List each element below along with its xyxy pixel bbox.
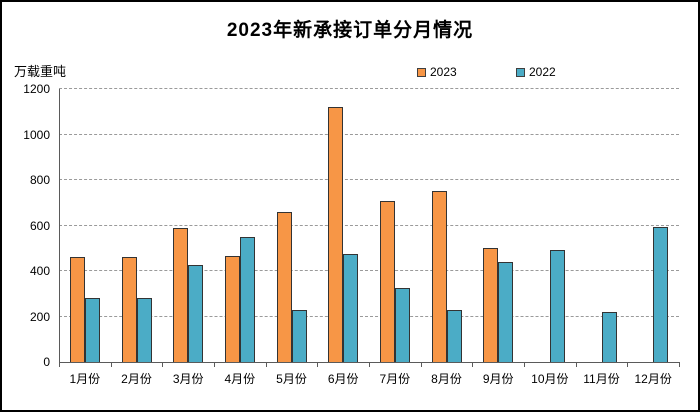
bar-group-5月份 [266, 89, 318, 362]
x-axis-label-12月份: 12月份 [634, 372, 672, 386]
bar-2022-6月份 [343, 254, 359, 362]
x-axis-label-5月份: 5月份 [276, 372, 307, 386]
y-tick-label-0: 0 [43, 355, 50, 369]
x-tick-mark-0 [59, 363, 60, 367]
bar-group-8月份 [421, 89, 473, 362]
gridline-1200 [59, 88, 679, 89]
bar-2022-1月份 [84, 297, 100, 362]
gridline-800 [59, 179, 679, 180]
x-tick-mark-5 [317, 363, 319, 367]
y-tick-label-1200: 1200 [23, 82, 50, 96]
bar-2023-2月份 [121, 256, 137, 362]
legend-item-2023: 2023 [417, 65, 457, 79]
legend-swatch-2023 [417, 67, 426, 77]
y-tick-label-800: 800 [29, 173, 50, 187]
bar-2022-3月份 [188, 264, 204, 362]
bar-2023-6月份 [328, 106, 344, 362]
x-tick-mark-6 [369, 363, 370, 367]
x-tick-mark-3 [214, 363, 215, 367]
bar-2022-7月份 [394, 288, 410, 362]
x-axis-label-11月份: 11月份 [583, 372, 620, 386]
y-tick-label-400: 400 [29, 264, 50, 278]
x-tick-mark-12 [679, 363, 680, 367]
x-axis-label-4月份: 4月份 [224, 372, 256, 386]
bar-2023-8月份 [431, 190, 447, 362]
gridline-400 [59, 270, 679, 271]
bar-group-9月份 [472, 89, 524, 362]
legend: 2023 2022 [2, 65, 698, 79]
y-axis-line [59, 89, 60, 362]
bar-group-11月份 [576, 89, 628, 362]
y-tick-label-200: 200 [29, 309, 50, 324]
bar-group-12月份 [627, 89, 679, 362]
bar-2022-9月份 [498, 261, 514, 362]
x-axis-label-9月份: 9月份 [482, 372, 514, 386]
x-tick-mark-10 [575, 363, 577, 367]
bar-2023-3月份 [173, 227, 189, 362]
legend-label-2022: 2022 [529, 65, 556, 79]
x-tick-mark-9 [524, 363, 525, 367]
bar-group-6月份 [317, 89, 369, 362]
gridline-1000 [59, 133, 679, 135]
x-axis-line [59, 362, 680, 363]
bar-2022-11月份 [601, 311, 617, 362]
bar-2023-5月份 [276, 212, 292, 362]
x-axis-label-3月份: 3月份 [172, 372, 204, 386]
x-tick-mark-8 [472, 363, 474, 367]
x-axis-label-6月份: 6月份 [327, 372, 359, 386]
bar-group-3月份 [162, 89, 214, 362]
bar-group-2月份 [111, 89, 163, 362]
gridline-600 [59, 224, 679, 226]
bar-2022-4月份 [239, 237, 255, 362]
x-tick-mark-11 [627, 363, 629, 367]
bar-2022-10月份 [549, 249, 565, 362]
bar-2022-12月份 [653, 227, 669, 362]
gridline-200 [59, 315, 679, 317]
x-axis-label-10月份: 10月份 [531, 372, 569, 386]
bar-2023-4月份 [224, 256, 240, 362]
bar-2023-7月份 [379, 200, 395, 362]
plot-area [59, 88, 679, 362]
legend-label-2023: 2023 [430, 65, 457, 79]
bar-2022-5月份 [291, 309, 307, 362]
x-axis-label-7月份: 7月份 [379, 372, 411, 386]
x-axis-label-8月份: 8月份 [431, 372, 462, 386]
x-tick-mark-2 [162, 363, 164, 367]
legend-swatch-2022 [516, 67, 525, 77]
bar-2022-8月份 [446, 310, 462, 362]
legend-item-2022: 2022 [516, 65, 556, 79]
x-tick-mark-4 [265, 363, 267, 367]
chart-title: 2023年新承接订单分月情况 [226, 20, 474, 41]
y-tick-label-1000: 1000 [23, 127, 50, 142]
bar-2023-1月份 [69, 257, 85, 362]
bars-row [59, 89, 679, 362]
x-axis-label-2月份: 2月份 [121, 372, 152, 386]
bar-2023-9月份 [483, 247, 499, 362]
bar-group-4月份 [214, 89, 266, 362]
x-axis-label-1月份: 1月份 [69, 372, 101, 386]
y-tick-label-600: 600 [29, 218, 50, 233]
x-tick-mark-1 [110, 363, 112, 367]
bar-group-1月份 [59, 89, 111, 362]
y-axis-unit-label: 万载重吨 [14, 64, 67, 79]
bar-group-10月份 [524, 89, 576, 362]
bar-group-7月份 [369, 89, 421, 362]
bar-2022-2月份 [136, 298, 152, 362]
x-tick-mark-7 [420, 363, 422, 367]
